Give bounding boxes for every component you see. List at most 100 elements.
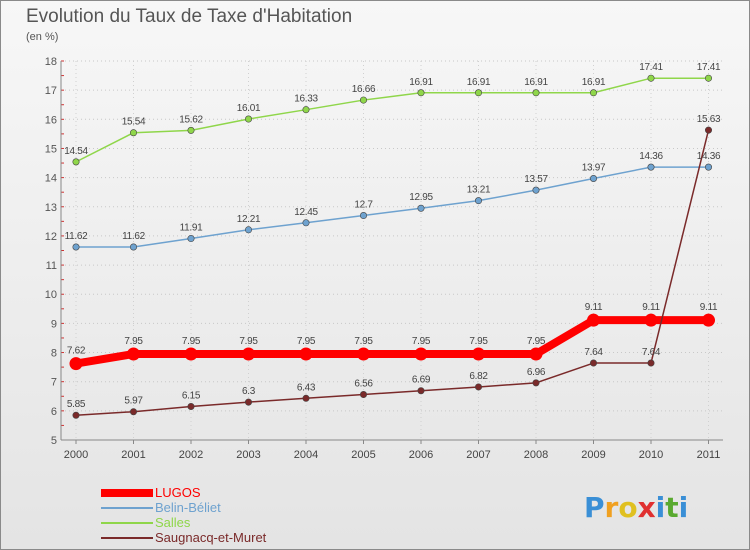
data-point-saugnacq-et-muret	[245, 398, 253, 406]
data-label-lugos: 7.95	[527, 336, 546, 347]
data-label-belin-b-liet: 11.62	[65, 231, 89, 242]
logo-letter: r	[604, 491, 619, 524]
x-tick-label: 2003	[236, 449, 260, 461]
x-tick-label: 2004	[294, 449, 318, 461]
data-label-layer: 14.54 15.54 15.62 16.01 16.33 16.66 16.91 16.91…	[64, 62, 721, 410]
data-point-saugnacq-et-muret	[417, 387, 425, 395]
data-label-lugos: 7.95	[182, 336, 201, 347]
y-tick-label: 17	[45, 85, 57, 97]
data-label-salles: 16.91	[409, 77, 433, 88]
axis-layer: 5 6 7 8 9 10 11 12 13 14 15 16 17 18 2000 2001 2002 2003 2…	[45, 56, 723, 461]
data-label-lugos: 7.95	[354, 336, 373, 347]
y-tick-label: 6	[51, 406, 57, 418]
data-label-saugnacq-et-muret: 6.96	[527, 367, 546, 378]
x-tick-label: 2009	[581, 449, 605, 461]
y-tick-label: 16	[45, 114, 57, 126]
legend-swatch-saugnacq-et-muret	[101, 536, 153, 539]
legend-swatch-belin-beliet	[101, 506, 153, 509]
data-point-salles	[130, 129, 138, 137]
y-tick-label: 15	[45, 143, 57, 155]
data-label-saugnacq-et-muret: 7.64	[584, 347, 603, 358]
data-point-belin-b-liet	[72, 243, 80, 251]
data-label-lugos: 9.11	[700, 302, 718, 313]
legend-item-lugos: LUGOS	[101, 485, 266, 500]
data-point-belin-b-liet	[647, 163, 655, 171]
data-point-salles	[245, 115, 253, 123]
data-point-lugos	[69, 357, 83, 371]
data-point-salles	[704, 74, 712, 82]
series-line-saugnacq-et-muret	[75, 129, 710, 416]
data-label-salles: 16.91	[582, 77, 606, 88]
data-point-belin-b-liet	[474, 197, 482, 205]
data-label-belin-b-liet: 13.97	[582, 162, 606, 173]
data-point-belin-b-liet	[302, 219, 310, 227]
y-tick-label: 11	[46, 260, 57, 272]
data-label-lugos: 7.95	[239, 336, 258, 347]
data-label-lugos: 7.62	[67, 346, 86, 357]
logo-letter: i	[678, 491, 689, 524]
data-label-belin-b-liet: 14.36	[697, 151, 721, 162]
data-label-saugnacq-et-muret: 6.82	[469, 371, 488, 382]
data-point-salles	[417, 89, 425, 97]
data-point-saugnacq-et-muret	[647, 359, 655, 367]
data-label-salles: 16.91	[524, 77, 548, 88]
data-point-lugos	[127, 347, 140, 361]
data-label-belin-b-liet: 11.62	[122, 231, 146, 242]
data-label-belin-b-liet: 13.21	[467, 185, 491, 196]
logo-letter: P	[584, 491, 605, 524]
data-point-belin-b-liet	[417, 204, 425, 212]
legend-item-salles: Salles	[101, 515, 266, 530]
logo-letter: t	[665, 491, 679, 524]
data-point-saugnacq-et-muret	[130, 408, 138, 416]
data-point-saugnacq-et-muret	[359, 391, 367, 399]
data-point-lugos	[184, 347, 198, 361]
legend-swatch-salles	[101, 521, 153, 524]
data-point-lugos	[242, 347, 255, 361]
data-label-belin-b-liet: 14.36	[639, 151, 663, 162]
data-label-saugnacq-et-muret: 5.85	[67, 399, 86, 410]
y-tick-label: 18	[45, 56, 57, 68]
data-label-belin-b-liet: 12.21	[237, 214, 261, 225]
data-point-lugos	[529, 347, 543, 361]
chart-subtitle: (en %)	[26, 31, 59, 43]
legend: LUGOS Belin-Béliet Salles Saugnacq-et-Mu…	[101, 485, 266, 545]
data-point-belin-b-liet	[359, 212, 367, 220]
x-tick-label: 2001	[121, 449, 145, 461]
data-label-belin-b-liet: 12.45	[294, 207, 318, 218]
data-point-lugos	[587, 313, 600, 327]
proxiti-logo: Proxiti	[584, 491, 688, 524]
x-tick-label: 2000	[64, 449, 88, 461]
logo-letter: x	[637, 491, 656, 524]
y-tick-label: 10	[45, 289, 57, 301]
data-point-lugos	[644, 313, 658, 327]
logo-letter: o	[618, 491, 638, 524]
data-point-salles	[302, 106, 310, 114]
data-label-lugos: 9.11	[585, 302, 603, 313]
data-label-saugnacq-et-muret: 6.15	[182, 390, 201, 401]
series-line-belin-b-liet	[76, 166, 709, 248]
x-tick-label: 2007	[466, 449, 490, 461]
data-point-saugnacq-et-muret	[474, 383, 482, 391]
data-point-salles	[647, 74, 655, 82]
data-point-salles	[474, 89, 482, 97]
data-label-saugnacq-et-muret: 5.97	[124, 396, 143, 407]
legend-label-belin-beliet: Belin-Béliet	[155, 500, 221, 515]
data-label-lugos: 7.95	[412, 336, 431, 347]
data-point-belin-b-liet	[589, 174, 597, 182]
data-label-saugnacq-et-muret: 7.64	[642, 347, 661, 358]
data-label-belin-b-liet: 13.57	[524, 174, 548, 185]
data-label-salles: 17.41	[639, 62, 663, 73]
legend-swatch-lugos	[101, 488, 153, 497]
data-point-salles	[532, 89, 540, 97]
data-label-belin-b-liet: 11.91	[180, 223, 204, 234]
data-point-lugos	[414, 347, 428, 361]
data-label-lugos: 7.95	[297, 336, 316, 347]
data-point-belin-b-liet	[704, 163, 712, 171]
data-point-saugnacq-et-muret	[302, 394, 310, 402]
data-label-salles: 15.54	[122, 117, 146, 128]
data-point-lugos	[299, 347, 313, 361]
series-layer	[69, 74, 715, 419]
data-label-lugos: 7.95	[124, 336, 143, 347]
legend-label-lugos: LUGOS	[155, 485, 201, 500]
